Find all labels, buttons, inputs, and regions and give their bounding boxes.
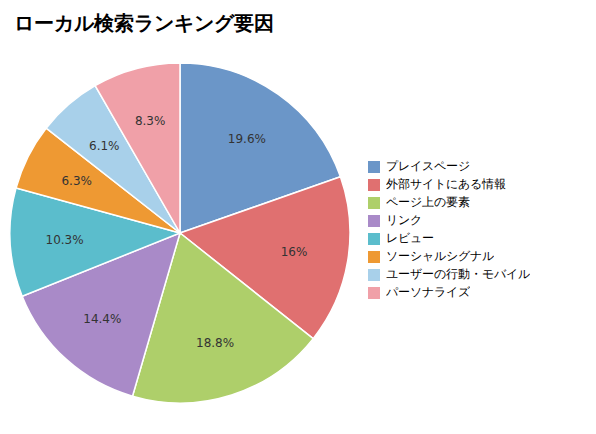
html-text:外部サイトにある情報: 外部サイトにある情報	[386, 177, 506, 191]
svg-text:14.4%: 14.4%	[83, 312, 121, 326]
svg-text:16%: 16%	[281, 245, 308, 259]
html-text:パーソナライズ: パーソナライズ	[386, 285, 470, 299]
svg-text:19.6%: 19.6%	[228, 132, 266, 146]
html-text:ユーザーの行動・モバイル: ユーザーの行動・モバイル	[386, 267, 530, 281]
html-text:レビュー: レビュー	[386, 231, 434, 245]
html-text:リンク: リンク	[386, 213, 422, 227]
svg-text:6.1%: 6.1%	[89, 139, 120, 153]
html-text:ソーシャルシグナル: ソーシャルシグナル	[386, 249, 494, 263]
html-text:ローカル検索ランキング要因: ローカル検索ランキング要因	[14, 11, 274, 35]
html-text:ページ上の要素: ページ上の要素	[386, 195, 470, 209]
svg-text:6.3%: 6.3%	[61, 174, 92, 188]
svg-text:18.8%: 18.8%	[196, 336, 234, 350]
svg-text:8.3%: 8.3%	[135, 114, 166, 128]
svg-text:10.3%: 10.3%	[46, 233, 84, 247]
html-text:プレイスページ: プレイスページ	[386, 159, 470, 173]
